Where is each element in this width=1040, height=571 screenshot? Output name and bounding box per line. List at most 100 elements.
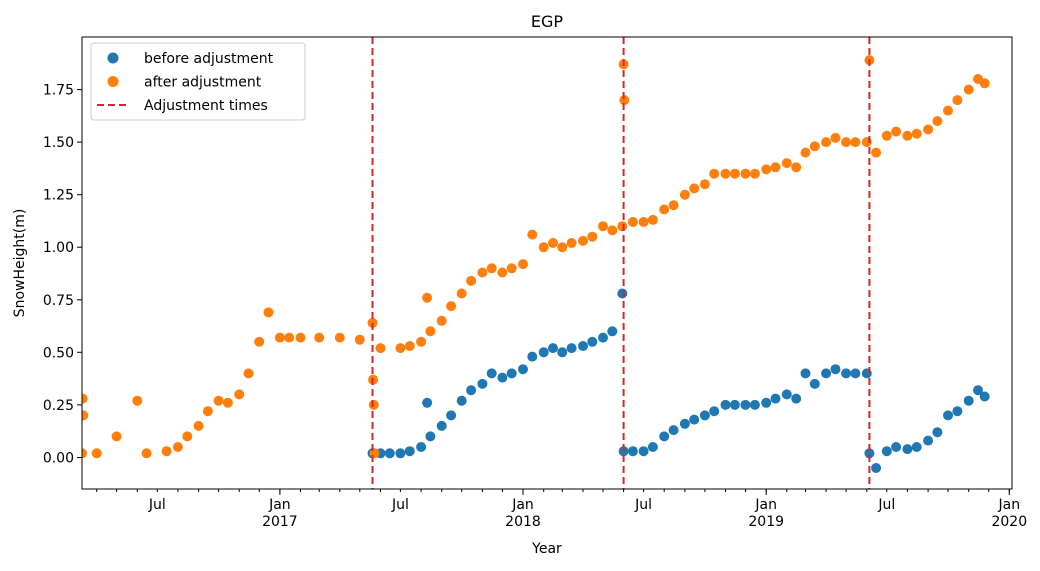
data-point	[979, 78, 990, 89]
data-point	[679, 189, 690, 200]
data-point	[830, 132, 841, 143]
data-point	[943, 105, 953, 116]
data-point	[404, 341, 415, 351]
data-point	[647, 442, 658, 452]
data-point	[466, 385, 477, 396]
data-point	[82, 393, 88, 404]
data-point	[709, 406, 720, 417]
data-point	[729, 399, 740, 410]
data-point	[607, 225, 618, 236]
data-point	[720, 399, 731, 410]
legend-label: after adjustment	[144, 75, 262, 91]
data-point	[740, 399, 751, 410]
data-point	[538, 347, 549, 358]
data-point	[111, 431, 122, 442]
data-point	[881, 130, 892, 141]
x-tick-label: Jan	[511, 497, 534, 513]
data-point	[477, 378, 488, 389]
data-point	[518, 259, 528, 270]
data-point	[891, 442, 902, 452]
y-axis-label: SnowHeight(m)	[12, 209, 28, 318]
data-point	[627, 446, 638, 457]
data-point	[222, 397, 233, 408]
data-point	[538, 242, 549, 253]
data-point	[213, 395, 224, 406]
data-point	[587, 336, 598, 347]
data-point	[638, 446, 649, 457]
x-tick-year-label: 2017	[262, 514, 298, 530]
data-point	[284, 332, 295, 343]
data-point	[486, 368, 497, 379]
data-point	[466, 275, 477, 286]
data-point	[761, 164, 772, 175]
data-point	[527, 229, 538, 240]
data-point	[598, 332, 608, 343]
data-point	[578, 341, 588, 351]
data-point	[952, 406, 963, 417]
legend-marker	[107, 76, 119, 87]
data-point	[486, 263, 497, 274]
x-tick-year-label: 2018	[505, 514, 541, 530]
data-point	[132, 395, 143, 406]
data-point	[770, 393, 781, 404]
data-point	[952, 95, 963, 106]
data-point	[234, 389, 245, 400]
data-point	[821, 368, 832, 379]
data-point	[720, 168, 731, 179]
plot-area	[82, 37, 990, 489]
data-point	[659, 204, 670, 215]
data-point	[699, 410, 710, 421]
data-point	[689, 183, 700, 194]
data-point	[619, 95, 630, 106]
data-point	[436, 420, 447, 431]
data-point	[202, 406, 213, 417]
data-point	[416, 442, 427, 452]
data-point	[368, 399, 379, 410]
data-point	[891, 126, 902, 137]
y-tick-label: 0.25	[43, 398, 74, 414]
data-point	[274, 332, 285, 343]
data-point	[518, 364, 528, 375]
chart-title: EGP	[531, 12, 564, 31]
legend-box	[90, 42, 306, 121]
data-point	[82, 410, 89, 421]
data-point	[923, 435, 934, 446]
data-point	[497, 267, 508, 278]
x-axis-label: Year	[531, 541, 562, 557]
data-point	[749, 399, 760, 410]
data-point	[871, 147, 882, 158]
data-point	[375, 343, 386, 354]
data-point	[161, 446, 172, 457]
data-point	[850, 137, 861, 148]
data-point	[770, 162, 781, 173]
data-point	[182, 431, 193, 442]
data-point	[791, 393, 802, 404]
data-point	[679, 418, 690, 429]
x-tick-label: Jan	[754, 497, 777, 513]
data-point	[647, 214, 658, 225]
data-point	[668, 425, 679, 436]
data-point	[617, 221, 628, 232]
y-tick-label: 1.25	[43, 188, 74, 204]
data-point	[548, 238, 558, 248]
data-point	[850, 368, 861, 379]
data-point	[841, 137, 852, 148]
data-point	[821, 137, 832, 148]
data-point	[422, 397, 433, 408]
data-point	[263, 307, 274, 318]
x-tick-label: Jul	[391, 497, 409, 513]
x-tick-label: Jul	[877, 497, 895, 513]
data-point	[566, 343, 577, 354]
data-point	[749, 168, 760, 179]
data-point	[809, 378, 820, 389]
data-point	[902, 130, 913, 141]
axes: 0.00 0.25 0.50 0.75 1.00 1.25 1.50 1.75 Jul Jul Ju…	[43, 83, 1027, 530]
data-point	[557, 242, 568, 253]
legend-label: Adjustment times	[144, 98, 268, 114]
data-point	[578, 235, 588, 246]
data-point	[791, 162, 802, 173]
data-point	[456, 395, 467, 406]
legend-label: before adjustment	[144, 51, 274, 67]
data-point	[395, 448, 406, 459]
